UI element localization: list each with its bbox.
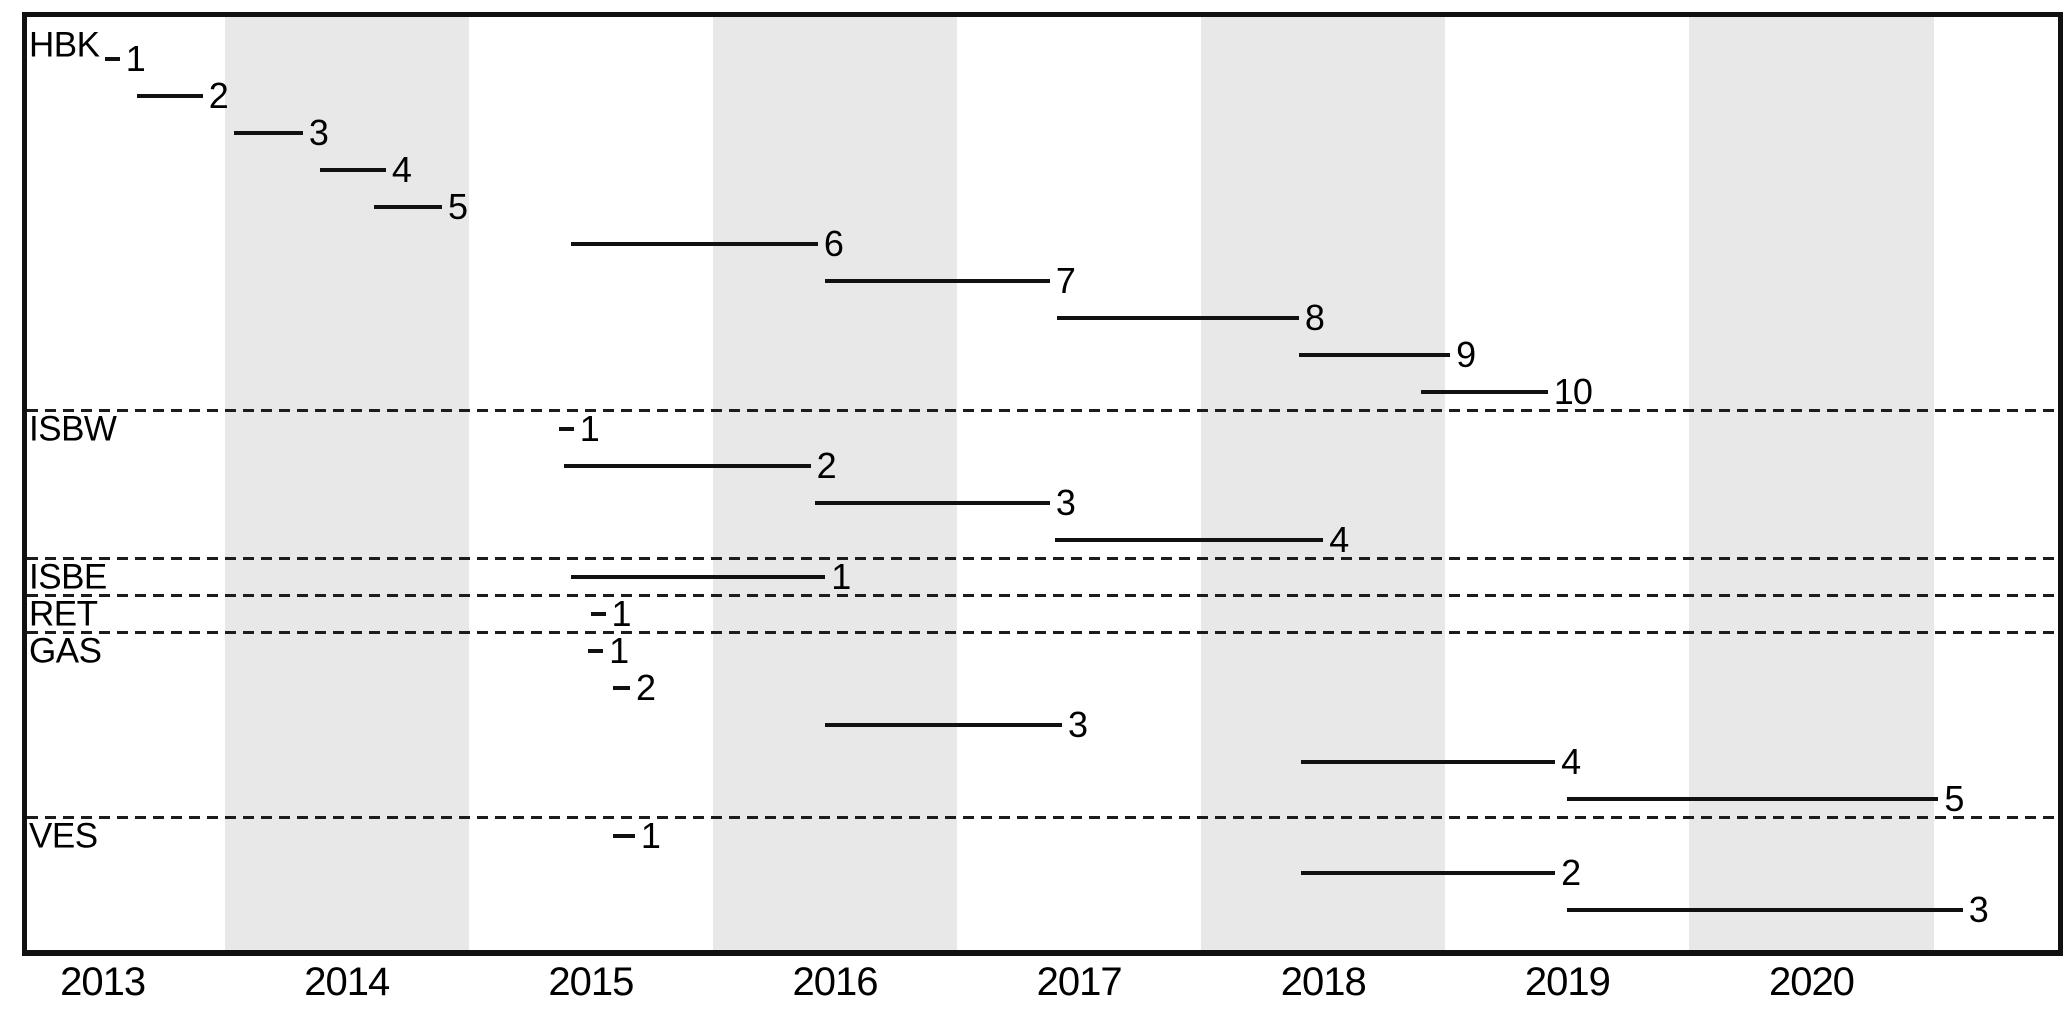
- x-tick-label-2014: 2014: [304, 960, 390, 1004]
- segment-line-hbk-5: [373, 205, 442, 209]
- segment-number-label-isbw-4: 4: [1329, 519, 1349, 560]
- segment-line-hbk-6: [571, 242, 818, 246]
- segment-number-label-gas-3: 3: [1068, 704, 1088, 745]
- x-tick-label-2013: 2013: [60, 960, 146, 1004]
- segment-line-gas-4: [1301, 760, 1556, 764]
- year-shading-band-2018: [1201, 17, 1446, 950]
- segment-line-isbe-1: [571, 575, 826, 579]
- segment-line-isbw-3: [815, 501, 1050, 505]
- segment-line-hbk-1: [105, 57, 120, 61]
- segment-line-hbk-2: [136, 94, 203, 98]
- x-tick-label-2016: 2016: [792, 960, 879, 1004]
- group-separator-line: [27, 816, 2058, 819]
- segment-number-label-hbk-2: 2: [208, 75, 229, 116]
- group-separator-line: [27, 631, 2058, 634]
- segment-line-hbk-7: [825, 279, 1050, 283]
- segment-number-label-hbk-10: 10: [1553, 371, 1593, 412]
- x-tick-label-2017: 2017: [1036, 960, 1123, 1004]
- group-label-ves: VES: [29, 816, 98, 856]
- segment-number-label-hbk-8: 8: [1304, 297, 1325, 338]
- segment-number-label-hbk-3: 3: [308, 112, 329, 153]
- segment-line-hbk-4: [319, 168, 386, 172]
- x-tick-label-2019: 2019: [1524, 960, 1611, 1004]
- segment-line-gas-5: [1567, 797, 1939, 801]
- segment-line-isbw-2: [564, 464, 811, 468]
- segment-number-label-isbw-1: 1: [579, 408, 600, 449]
- segment-number-label-hbk-6: 6: [823, 223, 844, 264]
- segment-line-ret-1: [590, 612, 606, 616]
- segment-number-label-isbw-3: 3: [1055, 482, 1076, 523]
- segment-line-hbk-9: [1298, 353, 1451, 357]
- segment-line-gas-1: [588, 649, 604, 653]
- year-shading-band-2014: [224, 17, 469, 950]
- segment-line-hbk-3: [234, 131, 303, 135]
- group-label-hbk: HBK: [29, 25, 100, 65]
- segment-number-label-ret-1: 1: [611, 593, 632, 634]
- x-tick-label-2018: 2018: [1280, 960, 1367, 1004]
- segment-line-ves-3: [1567, 908, 1963, 912]
- x-tick-label-2020: 2020: [1768, 960, 1855, 1004]
- group-separator-line: [27, 557, 2058, 560]
- plot-area: HBK 1 2 3 4 5 6 7 8 9 10 ISBW 1 2 3 4 ISBE 1 RET 1 GAS 1 2 3 4 5 V…: [27, 17, 2058, 950]
- segment-line-gas-3: [825, 723, 1063, 727]
- segment-number-label-hbk-1: 1: [125, 38, 146, 79]
- x-tick-label-2015: 2015: [548, 960, 634, 1004]
- segment-line-ves-2: [1301, 871, 1556, 875]
- year-shading-band-2020: [1689, 17, 1934, 950]
- group-label-isbw: ISBW: [29, 409, 117, 449]
- segment-line-isbw-1: [559, 427, 574, 431]
- segment-number-label-gas-5: 5: [1944, 778, 1964, 819]
- group-label-gas: GAS: [29, 631, 102, 671]
- group-label-isbe: ISBE: [29, 557, 107, 597]
- segment-number-label-hbk-9: 9: [1456, 334, 1476, 375]
- year-shading-band-2016: [712, 17, 958, 950]
- segment-number-label-ves-2: 2: [1561, 852, 1581, 893]
- segment-line-hbk-10: [1420, 390, 1548, 394]
- segment-number-label-gas-1: 1: [609, 630, 629, 671]
- segment-number-label-ves-1: 1: [640, 815, 661, 856]
- segment-number-label-hbk-4: 4: [391, 149, 412, 190]
- segment-line-isbw-4: [1054, 538, 1324, 542]
- group-separator-line: [27, 409, 2058, 412]
- segment-number-label-gas-2: 2: [635, 667, 656, 708]
- segment-line-hbk-8: [1057, 316, 1299, 320]
- segment-number-label-gas-4: 4: [1561, 741, 1581, 782]
- segment-number-label-ves-3: 3: [1968, 889, 1989, 930]
- segment-line-gas-2: [612, 686, 630, 690]
- segment-number-label-hbk-7: 7: [1055, 260, 1076, 301]
- segment-number-label-isbw-2: 2: [816, 445, 837, 486]
- group-separator-line: [27, 594, 2058, 597]
- segment-line-ves-1: [612, 834, 635, 838]
- segment-number-label-isbe-1: 1: [831, 556, 851, 597]
- segment-number-label-hbk-5: 5: [447, 186, 468, 227]
- group-label-ret: RET: [29, 594, 98, 634]
